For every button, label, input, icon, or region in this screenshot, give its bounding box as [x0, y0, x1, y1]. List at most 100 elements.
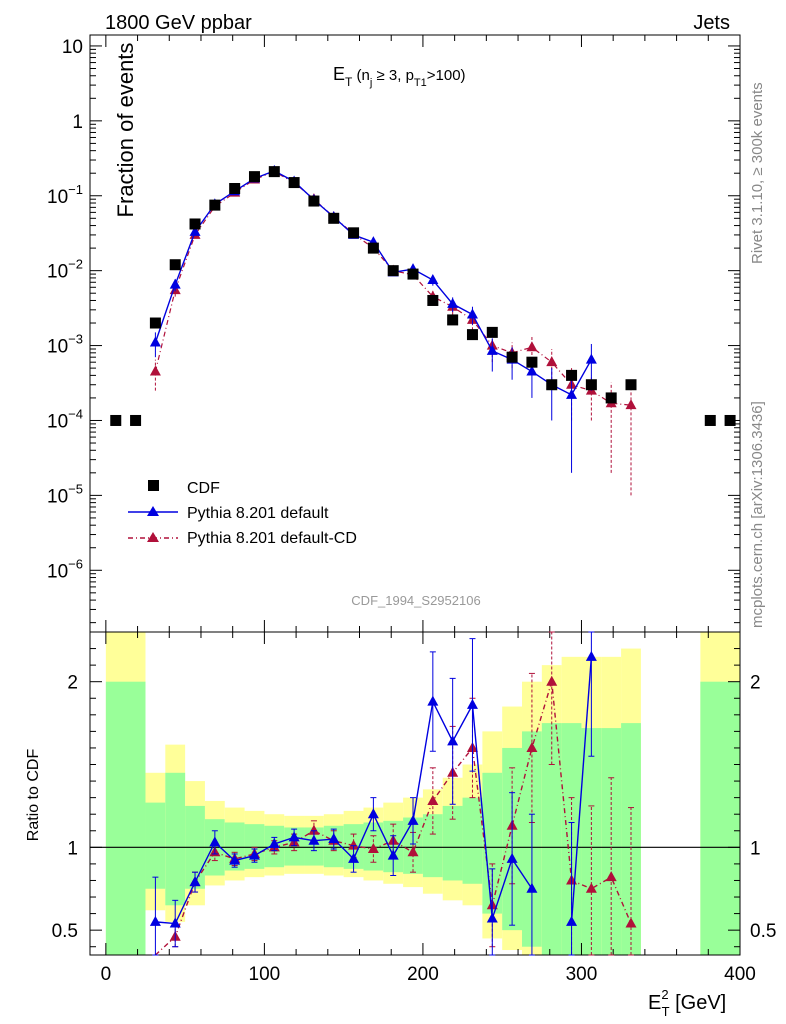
x-tick-label: 200: [407, 964, 439, 985]
ratio-default-cd-marker: [605, 871, 617, 882]
ratio-default-marker: [466, 698, 478, 709]
marker-cdf: [209, 199, 221, 211]
marker-cdf: [248, 171, 260, 183]
mcplots-label: mcplots.cern.ch [arXiv:1306.3436]: [749, 401, 766, 628]
ratio-plot-data: [149, 631, 637, 956]
marker-cdf: [605, 392, 617, 404]
marker-cdf: [348, 227, 360, 239]
ratio-default-cd-marker: [625, 917, 637, 928]
ratio-y-tick-label-right: 2: [750, 673, 761, 694]
marker-cdf: [229, 182, 241, 194]
ratio-default-cd-marker: [348, 839, 360, 850]
marker-cdf: [189, 218, 201, 230]
ratio-default-cd-marker: [546, 675, 558, 686]
ratio-default-cd-marker: [585, 882, 597, 893]
y-tick-label: 10−6: [47, 556, 83, 582]
marker-default: [169, 278, 181, 289]
band-inner-bin: [462, 797, 483, 884]
marker-cdf: [466, 329, 478, 341]
band-inner-bin: [422, 814, 443, 878]
ratio-default-marker: [387, 849, 399, 860]
series-line-default: [154, 170, 592, 396]
y-tick-label: 10−1: [47, 182, 83, 208]
ratio-default-marker: [229, 854, 241, 865]
band-inner-bin: [581, 728, 602, 955]
ratio-y-tick-label: 2: [67, 673, 78, 694]
ratio-y-tick-label: 0.5: [52, 921, 78, 942]
ratio-default-marker: [288, 831, 300, 842]
marker-cdf: [625, 379, 637, 391]
marker-cdf: [110, 414, 122, 426]
marker-cdf: [328, 212, 340, 224]
ratio-default-marker: [486, 912, 498, 923]
marker-cdf: [724, 414, 736, 426]
y-tick-label: 10−4: [47, 406, 83, 432]
x-tick-label: 400: [724, 964, 756, 985]
marker-default: [526, 365, 538, 376]
ratio-default-cd-marker: [407, 846, 419, 857]
band-inner-bin: [145, 802, 166, 889]
ratio-default-line: [570, 656, 593, 922]
band-inner-bin: [700, 681, 740, 955]
legend-marker-cd: [147, 532, 159, 542]
marker-cdf: [486, 326, 498, 338]
band-inner-bin: [105, 681, 146, 955]
marker-default: [427, 274, 439, 285]
marker-default: [466, 308, 478, 319]
marker-cdf: [566, 369, 578, 381]
marker-cdf: [546, 379, 558, 391]
x-tick-label: 100: [249, 964, 281, 985]
marker-cdf: [704, 414, 716, 426]
y-tick-label: 1: [72, 112, 83, 133]
marker-default: [189, 225, 201, 236]
plot-title: ET (nj ≥ 3, pT1>100): [333, 64, 466, 89]
marker-cdf: [288, 177, 300, 189]
marker-cdf: [447, 314, 459, 326]
band-inner-bin: [165, 772, 186, 906]
ratio-default-marker: [526, 882, 538, 893]
y-axis-label: Fraction of events: [113, 43, 138, 218]
legend-label-default: Pythia 8.201 default: [187, 505, 329, 522]
marker-cdf: [149, 317, 161, 329]
ratio-plot-axes: 0 100 200 300 400 0.5 0.5 1 1 2 2: [52, 631, 776, 985]
ratio-uncertainty-bands: [105, 632, 740, 955]
marker-cdf: [387, 265, 399, 277]
band-inner-bin: [482, 772, 503, 914]
band-inner-bin: [442, 805, 463, 881]
ratio-default-marker: [248, 849, 260, 860]
ratio-y-axis-label: Ratio to CDF: [25, 749, 42, 842]
ratio-default-cd-marker: [367, 842, 379, 853]
legend-marker-default: [147, 506, 159, 516]
ratio-default-marker: [427, 695, 439, 706]
series-line-default-cd: [154, 170, 632, 406]
marker-default: [486, 344, 498, 355]
y-tick-label: 10−5: [47, 481, 83, 507]
band-inner-bin: [224, 822, 245, 871]
main-plot-data: [110, 164, 736, 496]
marker-cdf: [268, 166, 280, 178]
header-left: 1800 GeV ppbar: [105, 12, 252, 34]
ratio-default-marker: [367, 808, 379, 819]
ratio-default-marker: [189, 876, 201, 887]
main-plot-axes: 10−6 10−5 10−4 10−3 10−2 10−1 1 10: [47, 34, 741, 633]
x-tick-label: 300: [566, 964, 598, 985]
ratio-default-marker: [407, 814, 419, 825]
ratio-default-marker: [348, 852, 360, 863]
marker-default-cd: [149, 365, 161, 376]
analysis-id-label: CDF_1994_S2952106: [351, 593, 480, 608]
marker-cdf: [585, 379, 597, 391]
ratio-y-tick-label-right: 1: [750, 838, 761, 859]
legend-label-cd: Pythia 8.201 default-CD: [187, 530, 357, 547]
marker-default-cd: [526, 341, 538, 352]
marker-cdf: [506, 351, 518, 363]
legend-label-cdf: CDF: [187, 480, 220, 497]
ratio-default-marker: [506, 852, 518, 863]
marker-default: [585, 353, 597, 364]
ratio-default-cd-marker: [308, 824, 320, 835]
marker-cdf: [526, 356, 538, 368]
ratio-y-tick-label-right: 0.5: [750, 921, 776, 942]
ratio-default-marker: [566, 915, 578, 926]
marker-cdf: [427, 294, 439, 306]
ratio-y-tick-label: 1: [67, 838, 78, 859]
